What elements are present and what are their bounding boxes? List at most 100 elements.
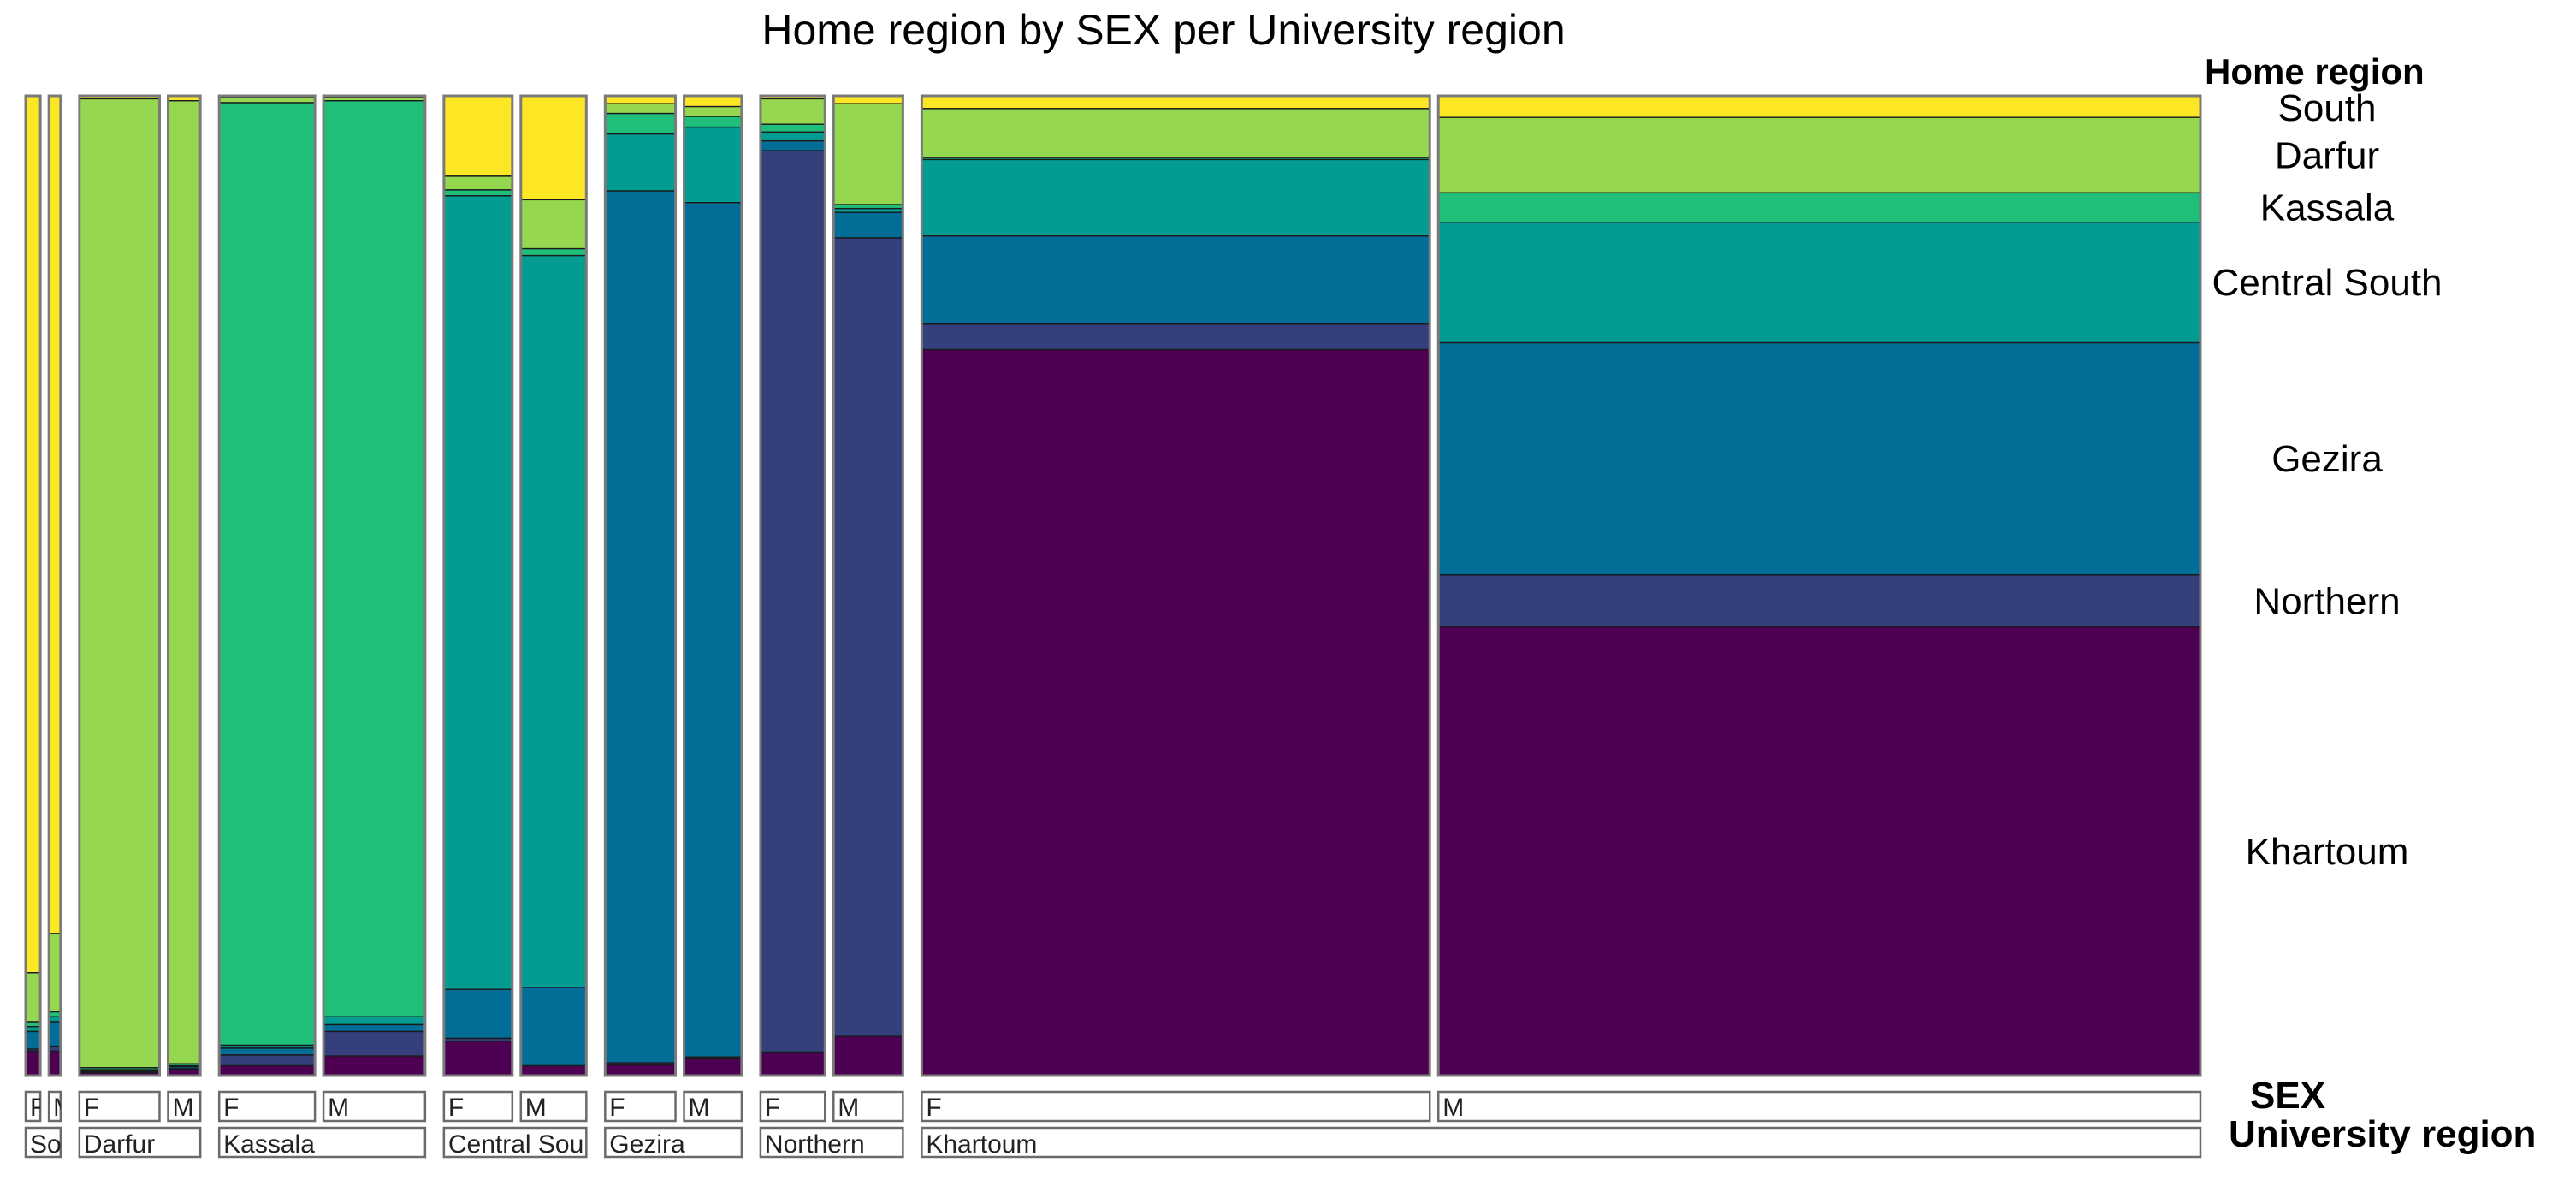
mosaic-cell-khartoum-m-khartoum [1437,626,2201,1076]
mosaic-cell-south-m-gezira [48,1021,62,1047]
mosaic-cell-south-m-kassala [48,1011,62,1017]
region-strip-box-south [24,1126,62,1159]
sex-strip-box-northern-m [832,1090,904,1123]
sex-strip-label: M [328,1094,349,1122]
mosaic-cell-gezira-m-gezira [683,202,743,1058]
mosaic-cell-northern-f-kassala [760,123,826,133]
mosaic-cell-khartoum-m-south [1437,95,2201,118]
mosaic-cell-kassala-f-northern [218,1054,316,1067]
region-strip-box-gezira [604,1126,743,1159]
mosaic-cell-central-south-m-south [520,95,588,201]
university-region-strip: So Darfur Kassala Central Sou Gezira Northern… [24,1126,2202,1159]
sex-strip-box-kassala-f [217,1090,317,1123]
mosaic-cell-gezira-m-central-south [683,126,743,204]
mosaic-cell-south-f-central-south [25,1026,41,1033]
mosaic-cell-south-m-darfur [48,933,62,1013]
mosaic-column-gezira-m [683,94,743,1077]
sex-strip-box-gezira-m [683,1090,743,1123]
legend-label-central-south: Central South [2212,262,2442,304]
mosaic-cell-south-m-central-south [48,1016,62,1023]
sex-strip-box-khartoum-f [921,1090,1431,1123]
mosaic-cell-khartoum-m-central-south [1437,222,2201,344]
legend-label-darfur: Darfur [2275,134,2379,176]
sex-strip-label: M [525,1094,547,1122]
mosaic-cell-khartoum-f-darfur [921,108,1430,158]
mosaic-cell-central-south-m-kassala [520,247,588,257]
mosaic-cell-khartoum-m-darfur [1437,116,2201,194]
mosaic-column-khartoum-f [920,94,1431,1077]
mosaic-cell-gezira-f-darfur [604,103,677,115]
region-strip-box-khartoum [921,1126,2202,1159]
mosaic-column-south-m [47,94,62,1077]
sex-strip-box-khartoum-m [1436,1090,2202,1123]
mosaic-cell-south-f-south [25,95,41,974]
mosaic-column-gezira-f [603,94,678,1077]
university-region-axis-title: University region [2229,1113,2536,1155]
mosaic-cell-south-f-gezira [25,1030,41,1050]
sex-strip-label: F [84,1094,99,1122]
mosaic-cell-northern-m-darfur [832,103,904,205]
mosaic-cell-northern-f-khartoum [760,1051,826,1076]
mosaic-cell-kassala-m-khartoum [323,1055,426,1076]
sex-strip-box-darfur-f [78,1090,161,1123]
mosaic-cell-south-f-darfur [25,972,41,1023]
chart-title: Home region by SEX per University region [761,6,1565,54]
mosaic-column-northern-m [832,94,904,1077]
legend-label-gezira: Gezira [2271,438,2383,480]
sex-strip-label: F [223,1094,239,1122]
mosaic-cell-khartoum-f-northern [921,323,1430,351]
mosaic-cell-central-south-m-central-south [520,254,588,988]
region-strip-label: So [30,1130,62,1159]
mosaic-cell-khartoum-m-northern [1437,574,2201,628]
region-strip-label: Kassala [223,1130,315,1159]
mosaic-column-central-south-f [442,94,514,1077]
mosaic-cell-kassala-f-khartoum [218,1064,316,1076]
mosaic-column-kassala-f [217,94,317,1077]
mosaic-cell-gezira-m-south [683,95,743,108]
mosaic-cell-central-south-f-gezira [443,988,513,1040]
mosaic-column-northern-f [759,94,826,1077]
mosaic-cell-gezira-m-kassala [683,116,743,128]
mosaic-cell-central-south-f-kassala [443,189,513,197]
mosaic-cell-khartoum-f-khartoum [921,348,1430,1076]
mosaic-cell-khartoum-f-south [921,95,1430,110]
mosaic-cell-northern-f-gezira [760,139,826,151]
mosaic-cell-central-south-m-khartoum [520,1064,588,1076]
sex-strip-label: F [448,1094,464,1122]
mosaic-cell-khartoum-m-kassala [1437,192,2201,223]
mosaic-cell-khartoum-f-central-south [921,158,1430,237]
legend-title: Home region [2205,51,2425,92]
legend-label-kassala: Kassala [2260,187,2395,229]
mosaic-cell-south-f-khartoum [25,1050,41,1076]
mosaic-cell-kassala-m-gezira [323,1023,426,1033]
region-strip-label: Central Sou [448,1130,583,1159]
sex-strip-label: M [53,1094,74,1122]
sex-strip-box-darfur-m [167,1090,202,1123]
mosaic-cell-central-south-f-south [443,95,513,177]
mosaic-cell-kassala-f-gezira [218,1047,316,1056]
mosaic-column-south-f [24,94,42,1077]
mosaic-column-darfur-f [78,94,161,1077]
sex-strip-box-central-south-f [442,1090,514,1123]
mosaic-cell-northern-f-darfur [760,98,826,125]
region-strip-label: Khartoum [926,1130,1037,1159]
mosaic-cell-gezira-f-central-south [604,133,677,192]
mosaic-cell-central-south-m-darfur [520,199,588,250]
mosaic-cell-south-f-kassala [25,1021,41,1028]
sex-strip-box-south-f [24,1090,42,1123]
mosaic-cell-south-m-south [48,95,62,934]
sex-strip-label: M [838,1094,859,1122]
legend: Home region South Darfur Kassala Central So… [2205,51,2443,873]
region-strip-box-central-south [442,1126,588,1159]
mosaic-cell-gezira-m-khartoum [683,1058,743,1076]
mosaic-cell-kassala-m-central-south [323,1016,426,1026]
mosaic-cell-south-m-khartoum [48,1050,62,1076]
region-strip-label: Gezira [609,1130,685,1159]
mosaic-bars [24,94,2202,1077]
mosaic-cell-khartoum-f-gezira [921,235,1430,325]
mosaic-cell-central-south-f-khartoum [443,1041,513,1076]
sex-strip-label: M [689,1094,710,1122]
sex-strip-label: F [926,1094,941,1122]
mosaic-column-central-south-m [519,94,588,1077]
sex-strip-box-central-south-m [519,1090,588,1123]
